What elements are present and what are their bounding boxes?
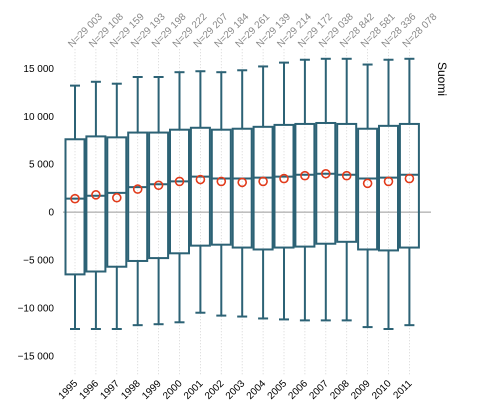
x-tick-label: 2008 [328, 378, 352, 402]
mean-markers [70, 168, 415, 204]
x-tick-label: 2004 [245, 378, 269, 402]
x-tick-label: 2003 [224, 378, 248, 402]
x-tick-label: 1995 [57, 378, 81, 402]
box-iqr [252, 125, 274, 251]
y-tick-label: −10 000 [18, 303, 55, 314]
box-iqr [378, 124, 399, 252]
mean-marker [153, 180, 164, 191]
mean-marker [237, 177, 247, 188]
x-tick-label: 2010 [370, 378, 394, 402]
x-tick-label: 1998 [119, 378, 143, 402]
panel-label: Suomi [435, 62, 449, 96]
x-tick-label: 1996 [78, 378, 102, 402]
box-iqr [127, 131, 149, 262]
x-tick-label: 1997 [98, 378, 122, 402]
mean-marker [174, 176, 185, 187]
box-iqr [294, 122, 316, 248]
mean-marker [112, 192, 122, 203]
mean-marker [300, 170, 310, 181]
y-tick-label: −15 000 [18, 351, 55, 362]
box-iqr [336, 122, 358, 243]
mean-marker [258, 176, 268, 187]
x-tick-label: 2002 [203, 378, 227, 402]
mean-marker [195, 174, 206, 185]
y-tick-label: 15 000 [23, 64, 54, 75]
box-iqr [106, 136, 128, 268]
x-tick-label: 2001 [182, 378, 206, 402]
mean-marker [279, 173, 289, 184]
box-iqr [398, 122, 420, 249]
mean-marker [404, 173, 415, 184]
box-iqr [169, 128, 190, 255]
box-iqr [64, 138, 86, 276]
x-tick-label: 2006 [287, 378, 311, 402]
box-iqr [273, 123, 295, 249]
box-iqr [357, 127, 379, 251]
box-iqr [189, 126, 211, 247]
mean-marker [132, 184, 143, 194]
y-axis: 15 000 10 000 5 000 0 −5 000 −10 000 −15 000 [18, 64, 55, 362]
mean-marker [362, 178, 373, 189]
x-tick-label: 2000 [161, 378, 185, 402]
x-axis: 1995199619971998199920002001200220032004… [57, 378, 415, 402]
x-tick-label: 2005 [266, 378, 290, 402]
y-tick-label: −5 000 [23, 256, 54, 267]
x-tick-label: 2011 [392, 378, 415, 401]
box-iqr [85, 135, 107, 273]
y-tick-label: 10 000 [23, 112, 54, 123]
y-tick-label: 5 000 [29, 160, 54, 171]
box-iqr [148, 131, 170, 260]
mean-marker [320, 168, 331, 179]
box-iqr [231, 127, 253, 249]
box-iqr [210, 128, 232, 246]
mean-marker [383, 176, 394, 187]
box-iqr [315, 121, 337, 245]
mean-marker [216, 176, 227, 187]
mean-marker [91, 190, 101, 200]
mean-marker [341, 170, 352, 181]
x-tick-label: 1999 [140, 378, 164, 402]
x-tick-label: 2007 [307, 378, 331, 402]
x-tick-label: 2009 [349, 378, 373, 402]
mean-marker [70, 193, 80, 204]
y-tick-label: 0 [48, 208, 54, 219]
